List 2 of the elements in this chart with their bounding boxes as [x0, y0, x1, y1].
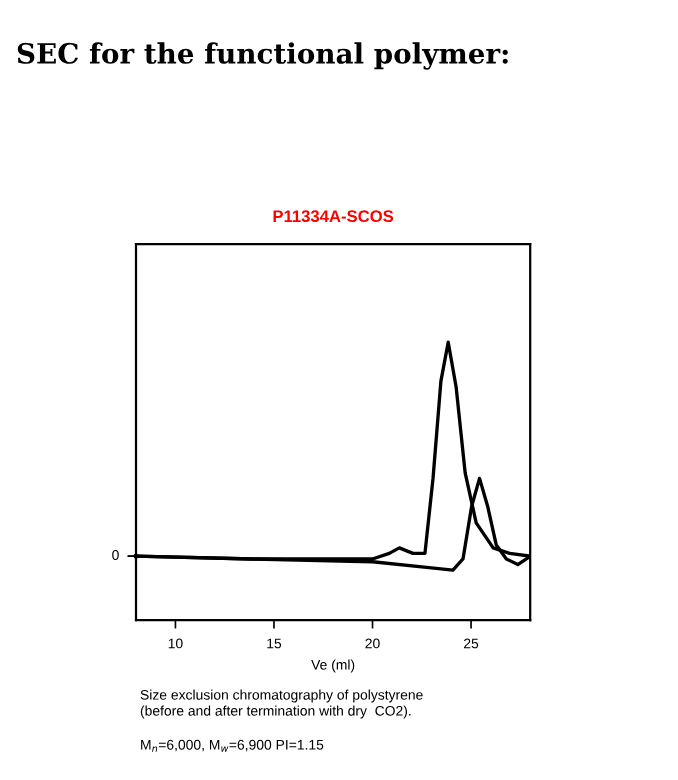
chart-title: SEC for the functional polymer:	[17, 42, 508, 70]
chart-subtitle: P11334A-SCOS	[273, 210, 394, 223]
